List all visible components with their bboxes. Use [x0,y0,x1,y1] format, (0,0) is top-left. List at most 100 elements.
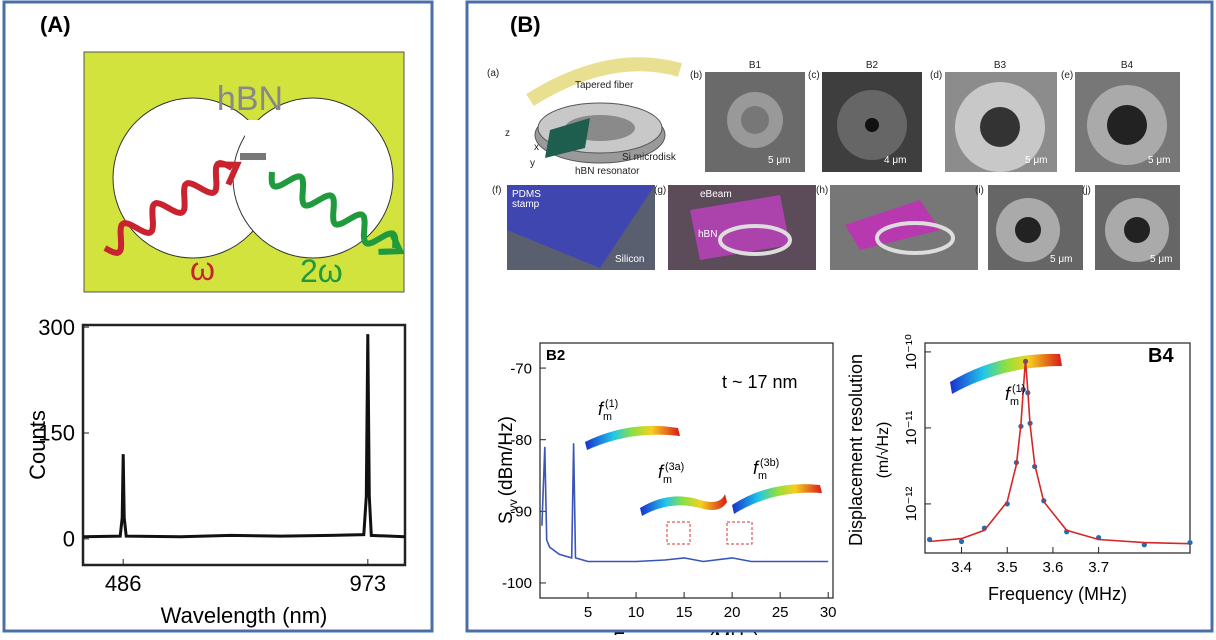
x-tick-label: 15 [676,604,693,621]
data-line [82,334,406,539]
flake [545,118,590,158]
diagram-label: ω [190,251,215,287]
y-axis-label: Displacement resolution [846,354,866,546]
sample-title: B3 [994,60,1007,71]
data-point [958,538,965,545]
panel-tag: B4 [1148,345,1174,367]
image-text: stamp [512,199,540,210]
data-line [541,443,829,563]
fiber [526,57,682,106]
sub-label: (i) [975,185,984,196]
y-tick-label: 300 [38,315,75,340]
mode-inset [732,484,822,514]
mode-inset [640,494,727,516]
axis-letter: y [530,158,535,169]
y-tick-label: 10⁻¹¹ [903,411,920,446]
image-text: hBN [698,229,717,240]
image-text: Si microdisk [622,152,677,163]
mode-symbol: f [658,462,665,482]
y-axis-label: Counts [25,410,50,480]
panel-frame [2,0,434,633]
y-tick-label: -90 [510,504,532,521]
mode-inset [585,425,680,450]
y-axis-label: (m/√Hz) [875,422,892,479]
x-tick-label: 3.4 [951,559,972,576]
mode-sup: (1) [1012,383,1025,395]
image-text: PDMS [512,189,541,200]
plot-frame [924,342,1191,554]
sub-label: (h) [816,185,828,196]
data-point [1141,542,1147,548]
y-label-unit: (dBm/Hz) [496,416,517,496]
mode-label: fm(3b) [753,457,779,482]
x-tick-label: 973 [349,571,386,596]
y-label-sub: vv [506,499,520,511]
sample-title: B2 [866,60,879,71]
sub-label: (e) [1061,70,1073,81]
data-line [929,359,1191,545]
annotation: t ~ 17 nm [722,372,798,392]
scale-bar: 5 μm [1150,254,1172,265]
axis-letter: x [534,142,539,153]
mode-symbol: f [598,399,605,419]
x-tick-label: 10 [628,604,645,621]
mode-symbol: f [753,458,760,478]
scale-bar: 5 μm [1148,155,1170,166]
sub-label: (f) [492,185,501,196]
image-text: Silicon [615,254,644,265]
y-tick-label: 0 [63,527,75,552]
y-tick-label: 150 [38,421,75,446]
x-axis-label: Frequency (MHz) [988,584,1127,604]
hbn-flake [240,153,266,160]
image-text: Tapered fiber [575,80,634,91]
mode-sup: (3b) [760,457,779,469]
mode-sup: (3a) [665,461,684,473]
neck [245,120,261,170]
sub-label: (j) [1082,185,1091,196]
image-text: hBN resonator [575,166,640,177]
y-tick-label: 10⁻¹² [903,487,920,522]
image-text: eBeam [700,189,732,200]
y-tick-label: -80 [510,432,532,449]
mode-sup: (1) [605,398,618,410]
x-axis-label: Wavelength (nm) [161,603,328,628]
mode-sub: m [1010,396,1019,408]
y-tick-label: 10⁻¹⁰ [903,334,920,370]
scale-bar: 5 μm [768,155,790,166]
x-tick-label: 25 [772,604,789,621]
mode-sub: m [663,474,672,486]
scale-bar: 5 μm [1025,155,1047,166]
scale-bar: 5 μm [1050,254,1072,265]
micrograph-labels: (a) (b) (c) (d) (e) (f) (g) (h) (i) (j) … [487,60,1172,265]
x-axis-label: Frequency (MHz) [613,630,760,635]
x-tick-label: 5 [584,604,592,621]
panel-frame [465,0,1214,633]
plot-frame [81,323,407,567]
diagram-label: 2ω [300,253,343,289]
diagram-label: hBN [217,80,283,118]
panel-label: (B) [510,12,541,37]
x-tick-label: 20 [724,604,741,621]
mode-symbol: f [1005,384,1012,404]
mode-sub: m [603,411,612,423]
sub-label: (g) [654,185,666,196]
sub-label: (c) [808,70,820,81]
sample-title: B1 [749,60,762,71]
y-axis-label: Svv (dBm/Hz) [496,416,520,524]
mode-label: fm(1) [1005,383,1025,408]
sub-label: (d) [930,70,942,81]
mode-label: fm(3a) [658,461,684,486]
x-tick-label: 3.6 [1043,559,1064,576]
sample-title: B4 [1121,60,1134,71]
input-wave [103,160,242,256]
x-tick-label: 30 [820,604,837,621]
panel-tag: B2 [546,347,565,364]
output-wave [268,171,405,255]
y-tick-label: -70 [510,360,532,377]
plot-frame [539,342,834,599]
mode-sub: m [758,470,767,482]
x-tick-label: 3.7 [1088,559,1109,576]
highlight-box [726,521,753,545]
mode-label: fm(1) [598,398,618,423]
